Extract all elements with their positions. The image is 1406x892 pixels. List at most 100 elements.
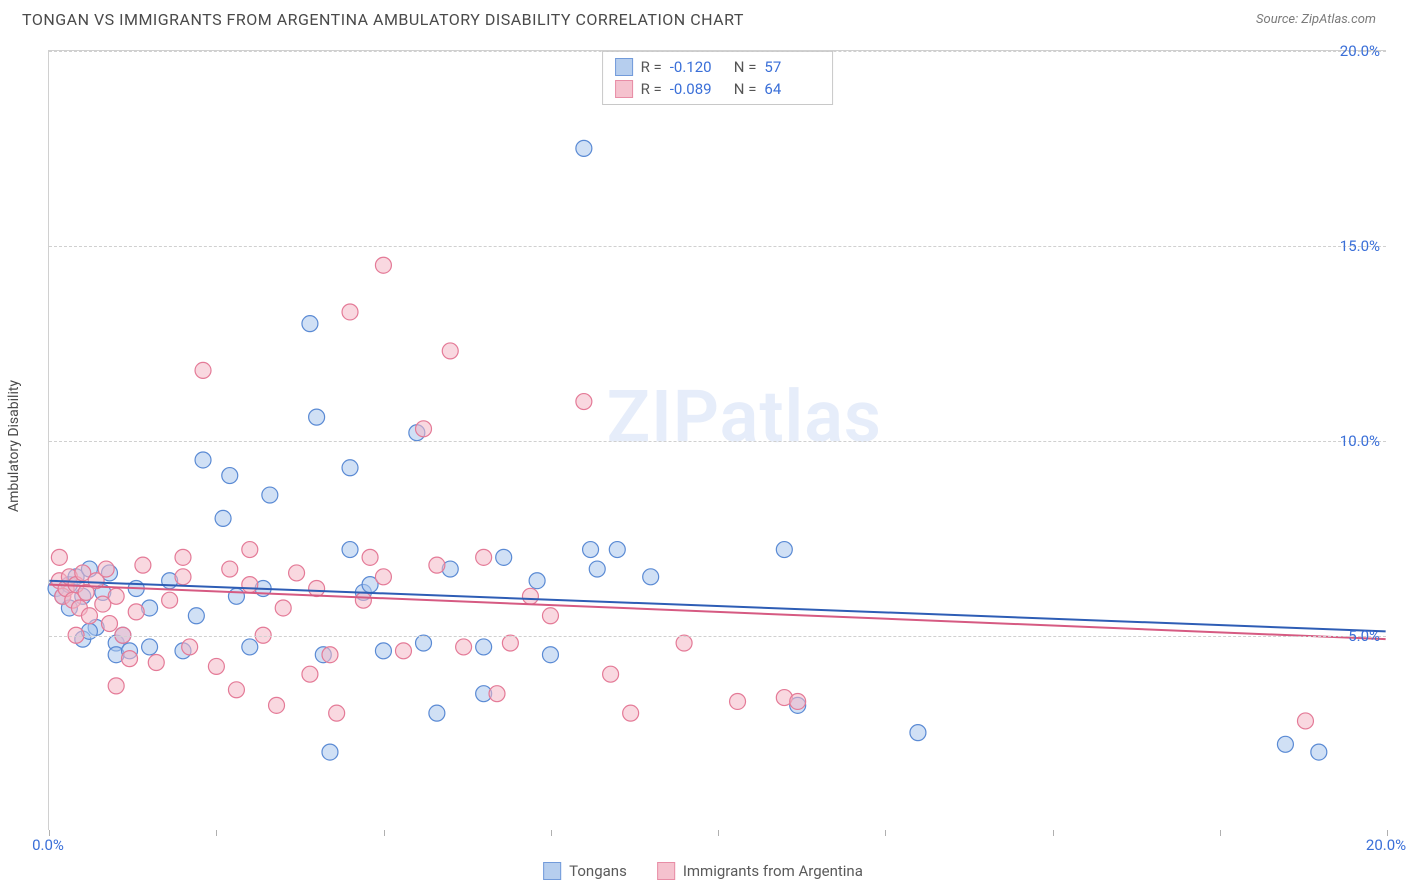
data-point — [262, 487, 278, 503]
data-point — [242, 639, 258, 655]
data-point — [208, 658, 224, 674]
data-point — [215, 510, 231, 526]
legend-label: Immigrants from Argentina — [683, 862, 863, 880]
data-point — [322, 647, 338, 663]
data-point — [442, 343, 458, 359]
x-tick — [885, 830, 886, 836]
data-point — [476, 639, 492, 655]
data-point — [188, 608, 204, 624]
data-point — [302, 316, 318, 332]
data-point — [456, 639, 472, 655]
data-point — [102, 616, 118, 632]
trend-line — [49, 581, 1385, 632]
data-point — [502, 635, 518, 651]
data-point — [529, 573, 545, 589]
legend-item: Tongans — [543, 862, 627, 880]
data-point — [342, 304, 358, 320]
y-tick-label: 20.0% — [1340, 42, 1380, 60]
n-value: 64 — [764, 78, 820, 100]
data-point — [275, 600, 291, 616]
data-point — [162, 592, 178, 608]
data-point — [242, 542, 258, 558]
x-tick — [1053, 830, 1054, 836]
data-point — [135, 557, 151, 573]
legend-label: Tongans — [569, 862, 627, 880]
data-point — [375, 569, 391, 585]
data-point — [228, 682, 244, 698]
data-point — [81, 608, 97, 624]
data-point — [128, 604, 144, 620]
data-point — [182, 639, 198, 655]
r-value: -0.089 — [670, 78, 726, 100]
data-point — [429, 705, 445, 721]
data-point — [309, 581, 325, 597]
data-point — [643, 569, 659, 585]
legend-swatch — [615, 58, 633, 76]
gridline — [49, 246, 1386, 247]
data-point — [609, 542, 625, 558]
y-axis-label: Ambulatory Disability — [6, 380, 22, 512]
x-tick — [384, 830, 385, 836]
x-tick — [1220, 830, 1221, 836]
data-point — [1297, 713, 1313, 729]
x-tick-label: 0.0% — [32, 836, 64, 854]
x-tick-label: 20.0% — [1366, 836, 1406, 854]
chart-source: Source: ZipAtlas.com — [1256, 12, 1376, 27]
legend-swatch — [657, 862, 675, 880]
data-point — [576, 394, 592, 410]
y-tick-label: 10.0% — [1340, 432, 1380, 450]
chart-header: TONGAN VS IMMIGRANTS FROM ARGENTINA AMBU… — [0, 0, 1406, 35]
data-point — [175, 549, 191, 565]
data-point — [175, 569, 191, 585]
data-point — [576, 140, 592, 156]
data-point — [228, 588, 244, 604]
data-point — [542, 608, 558, 624]
data-point — [375, 643, 391, 659]
correlation-legend-row: R =-0.089N =64 — [615, 78, 821, 100]
data-point — [122, 651, 138, 667]
gridline — [49, 441, 1386, 442]
data-point — [322, 744, 338, 760]
data-point — [375, 257, 391, 273]
data-point — [355, 592, 371, 608]
data-point — [676, 635, 692, 651]
legend-swatch — [543, 862, 561, 880]
data-point — [395, 643, 411, 659]
data-point — [583, 542, 599, 558]
data-point — [108, 588, 124, 604]
data-point — [589, 561, 605, 577]
data-point — [416, 421, 432, 437]
data-point — [108, 678, 124, 694]
data-point — [790, 693, 806, 709]
data-point — [496, 549, 512, 565]
legend-swatch — [615, 80, 633, 98]
data-point — [1277, 736, 1293, 752]
data-point — [489, 686, 505, 702]
data-point — [542, 647, 558, 663]
n-label: N = — [734, 56, 757, 78]
data-point — [342, 460, 358, 476]
series-legend: Tongans Immigrants from Argentina — [543, 862, 863, 880]
plot-region: ZIPatlas R =-0.120N =57R =-0.089N =64 5.… — [48, 50, 1386, 830]
y-tick-label: 15.0% — [1340, 237, 1380, 255]
data-point — [623, 705, 639, 721]
data-point — [242, 577, 258, 593]
data-point — [342, 542, 358, 558]
y-tick-label: 5.0% — [1348, 627, 1380, 645]
data-point — [416, 635, 432, 651]
data-point — [195, 452, 211, 468]
data-point — [329, 705, 345, 721]
gridline — [49, 51, 1386, 52]
data-point — [222, 561, 238, 577]
r-label: R = — [641, 56, 662, 78]
r-value: -0.120 — [670, 56, 726, 78]
data-point — [222, 468, 238, 484]
gridline — [49, 636, 1386, 637]
data-point — [1311, 744, 1327, 760]
data-point — [776, 542, 792, 558]
chart-area: ZIPatlas R =-0.120N =57R =-0.089N =64 5.… — [48, 50, 1386, 830]
x-tick — [551, 830, 552, 836]
data-point — [289, 565, 305, 581]
data-point — [309, 409, 325, 425]
data-point — [269, 697, 285, 713]
